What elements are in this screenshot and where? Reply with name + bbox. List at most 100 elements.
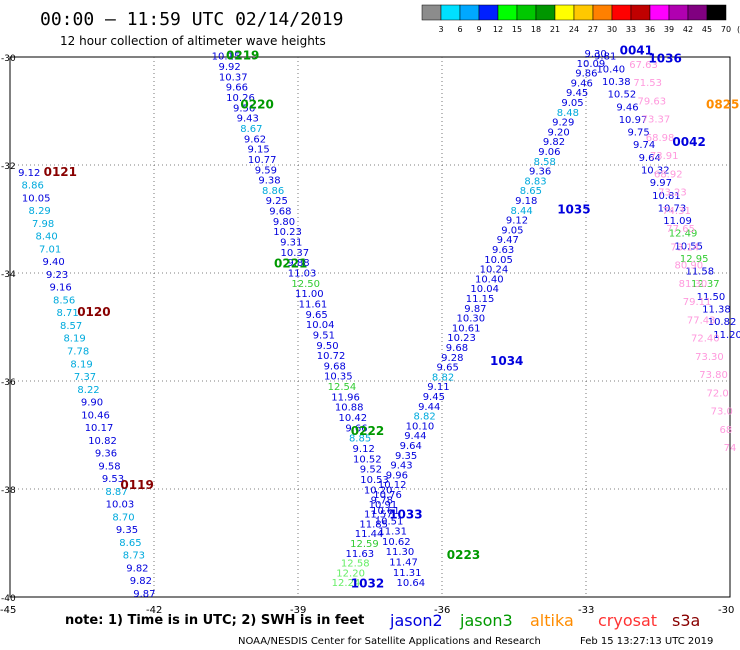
- x-tick-label: -30: [718, 605, 734, 616]
- wave-height-label: 11.47: [389, 558, 418, 569]
- wave-height-label: 10.23: [447, 333, 476, 344]
- wave-height-label: 10.05: [22, 193, 51, 204]
- wave-height-label: 9.16: [49, 283, 71, 294]
- footer: note: 1) Time is in UTC; 2) SWH is in fe…: [65, 611, 713, 647]
- wave-height-label: 10.40: [596, 64, 625, 75]
- color-scale-label: 15: [512, 25, 522, 34]
- x-tick-label: -45: [0, 605, 16, 616]
- wave-height-label: 8.57: [60, 321, 82, 332]
- wave-height-label: 10.52: [353, 454, 382, 465]
- wave-height-label: 11.96: [331, 392, 360, 403]
- wave-height-label: 10.05: [484, 255, 513, 266]
- wave-height-label: 9.36: [529, 167, 551, 178]
- wave-height-label: 79.63: [638, 96, 667, 107]
- wave-height-label: 10.26: [226, 93, 255, 104]
- wave-height-label: 9.65: [437, 363, 459, 374]
- wave-height-label: 9.64: [400, 441, 422, 452]
- wave-height-label: 8.83: [524, 176, 546, 187]
- wave-height-label: 10.37: [281, 248, 310, 259]
- wave-height-label: 9.50: [316, 341, 338, 352]
- wave-height-label: 10.82: [708, 317, 737, 328]
- color-scale-label: 42: [683, 25, 693, 34]
- wave-height-label: 8.56: [53, 295, 75, 306]
- wave-height-label: 9.68: [324, 361, 346, 372]
- wave-height-label: 72.40: [691, 334, 720, 345]
- wave-height-label: 8.71: [56, 308, 78, 319]
- wave-height-label: 9.20: [547, 127, 569, 138]
- plot-frame: [9, 56, 731, 598]
- wave-height-label: 10.24: [480, 265, 509, 276]
- wave-height-label: 11.61: [299, 299, 328, 310]
- wave-height-label: 68.92: [654, 169, 683, 180]
- wave-height-label: 11.44: [355, 529, 384, 540]
- track-time-label: 0120: [77, 305, 110, 319]
- track-time-label: 0041: [620, 43, 653, 57]
- wave-height-label: 8.73: [123, 551, 145, 562]
- wave-height-label: 9.12: [18, 168, 40, 179]
- wave-height-label: 11.31: [378, 527, 407, 538]
- wave-height-label: 10.37: [219, 72, 248, 83]
- wave-height-label: 10.32: [641, 165, 670, 176]
- data-points: 10.159.9210.379.6610.269.569.438.679.629…: [18, 49, 740, 600]
- wave-height-label: 9.29: [552, 118, 574, 129]
- chart-title: 00:00 – 11:59 UTC 02/14/2019: [40, 9, 343, 30]
- wave-height-label: 8.22: [77, 385, 99, 396]
- wave-height-label: 8.48: [557, 108, 579, 119]
- wave-height-label: 67.63: [629, 60, 658, 71]
- wave-height-label: 10.04: [470, 284, 499, 295]
- wave-height-label: 10.04: [306, 320, 335, 331]
- color-scale-label: 21: [550, 25, 560, 34]
- wave-height-label: 9.28: [441, 353, 463, 364]
- y-tick-label: -38: [1, 486, 16, 496]
- track-time-label: 0042: [672, 135, 705, 149]
- wave-height-label: 9.46: [571, 78, 593, 89]
- track-time-label: 0121: [44, 165, 77, 179]
- footer-note: note: 1) Time is in UTC; 2) SWH is in fe…: [65, 613, 364, 628]
- track-time-label: 1032: [351, 576, 384, 590]
- wave-height-label: 7.98: [32, 219, 54, 230]
- wave-height-label: 9.40: [43, 257, 65, 268]
- wave-height-label: 7.01: [39, 244, 61, 255]
- plot-area: -45 -42 -39 -36 -33 -30 -30 -32 -34 -36 -38 -40 10.…: [0, 43, 740, 616]
- wave-height-label: 77.43: [687, 315, 716, 326]
- wave-height-label: 9.53: [102, 474, 124, 485]
- wave-height-label: 9.62: [244, 134, 266, 145]
- wave-height-label: 10.17: [85, 423, 114, 434]
- wave-height-label: 8.19: [70, 359, 92, 370]
- wave-height-label: 80.90: [675, 261, 704, 272]
- color-scale-label: 30: [607, 25, 617, 34]
- x-tick-label: -36: [434, 605, 450, 616]
- color-scale-label: 24: [569, 25, 579, 34]
- axis-ticks: -45 -42 -39 -36 -33 -30 -30 -32 -34 -36 -38 -40: [0, 54, 734, 616]
- wave-height-label: 9.59: [255, 165, 277, 176]
- color-scale-label: 12: [493, 25, 503, 34]
- wave-height-label: 9.47: [497, 235, 519, 246]
- wave-height-label: 73.91: [650, 151, 679, 162]
- wave-height-label: 12.59: [350, 539, 379, 550]
- wave-height-label: 10.42: [339, 413, 368, 424]
- wave-height-label: 10.53: [360, 475, 389, 486]
- wave-height-label: 73.14: [670, 242, 699, 253]
- wave-height-label: 11.20: [713, 330, 740, 341]
- wave-height-label: 9.45: [423, 392, 445, 403]
- color-swatch: [706, 4, 727, 21]
- x-tick-label: -39: [290, 605, 306, 616]
- wave-height-label: 74.31: [662, 206, 691, 217]
- color-scale-label: 9: [476, 25, 481, 34]
- wave-height-label: 9.66: [345, 423, 367, 434]
- wave-height-label: 9.63: [492, 245, 514, 256]
- y-tick-label: -32: [1, 162, 16, 172]
- wave-height-label: 10.88: [335, 403, 364, 414]
- wave-height-label: 9.46: [616, 102, 638, 113]
- wave-height-label: 73.23: [658, 188, 687, 199]
- wave-height-label: 79.11: [683, 297, 712, 308]
- wave-height-label: 9.43: [390, 461, 412, 472]
- wave-height-label: 11.50: [697, 292, 726, 303]
- wave-height-label: 10.72: [317, 351, 346, 362]
- y-tick-label: -36: [1, 378, 16, 388]
- wave-height-label: 9.38: [258, 176, 280, 187]
- wave-height-label: 9.78: [371, 496, 393, 507]
- color-swatch: [668, 4, 689, 21]
- wave-height-label: 71.53: [633, 78, 662, 89]
- color-scale-unit: (ft): [737, 25, 740, 34]
